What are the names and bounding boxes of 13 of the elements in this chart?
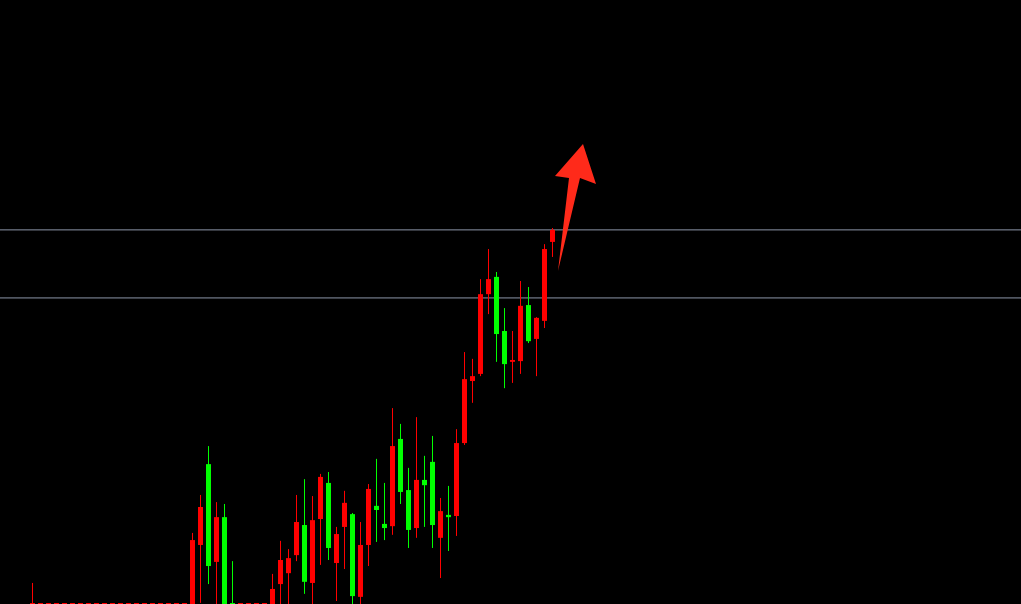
candlestick <box>286 548 291 604</box>
candlestick <box>270 573 275 604</box>
candlestick <box>382 482 387 541</box>
candlestick <box>374 458 379 543</box>
candlestick <box>534 316 539 377</box>
candlestick <box>486 248 491 315</box>
candlestick <box>510 330 515 384</box>
candlestick <box>230 560 235 604</box>
candlestick <box>30 582 35 604</box>
candlestick <box>446 485 451 552</box>
candlestick <box>550 227 555 258</box>
candlestick <box>422 455 427 528</box>
candlestick <box>470 358 475 404</box>
